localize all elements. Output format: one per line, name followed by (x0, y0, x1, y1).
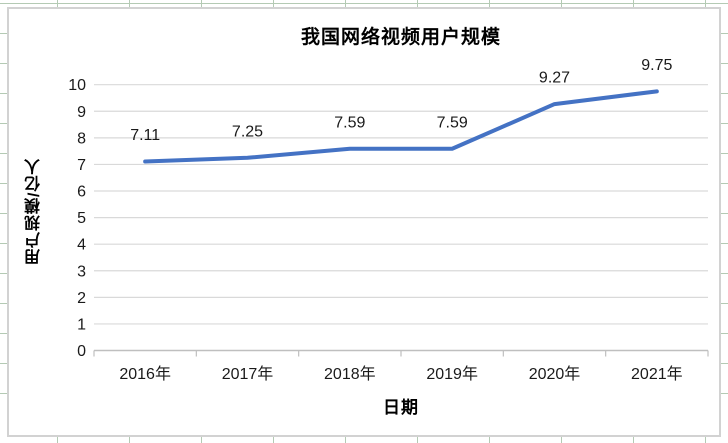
x-tick-label: 2018年 (324, 365, 376, 383)
plot-area: 0 1 2 3 4 5 6 7 8 9 10 2016年 2017年 2018年 2019年 2020年 202… (68, 57, 709, 383)
y-tick-label: 6 (77, 184, 86, 201)
x-axis-title: 日期 (383, 398, 419, 417)
y-tick-label: 4 (77, 237, 86, 254)
chart-area[interactable]: 我国网络视频用户规模 用户规模/亿人 日期 0 1 2 3 4 5 6 7 8 9 10 2016年 2… (7, 7, 721, 437)
x-tick-label: 2020年 (529, 365, 581, 383)
y-tick-label: 3 (77, 263, 86, 280)
data-label: 9.27 (539, 70, 570, 87)
x-tick-label: 2016年 (119, 365, 171, 383)
data-label: 7.25 (232, 123, 263, 140)
y-tick-label: 0 (77, 343, 86, 360)
y-tick-label: 7 (77, 157, 86, 174)
data-label: 7.59 (437, 114, 468, 131)
series-line[interactable] (143, 89, 659, 164)
chart-title: 我国网络视频用户规模 (300, 27, 501, 48)
x-tick-label: 2019年 (426, 365, 478, 383)
y-tick-label: 8 (77, 130, 86, 147)
y-tick-label: 10 (68, 77, 86, 94)
x-tick-label: 2021年 (631, 365, 683, 383)
y-tick-label: 2 (77, 290, 86, 307)
data-label: 9.75 (641, 57, 672, 74)
data-label: 7.59 (334, 114, 365, 131)
y-tick-label: 1 (77, 316, 86, 333)
x-tick-label: 2017年 (222, 365, 274, 383)
data-label: 7.11 (130, 127, 160, 144)
y-tick-label: 9 (77, 104, 86, 121)
y-tick-label: 5 (77, 210, 86, 227)
